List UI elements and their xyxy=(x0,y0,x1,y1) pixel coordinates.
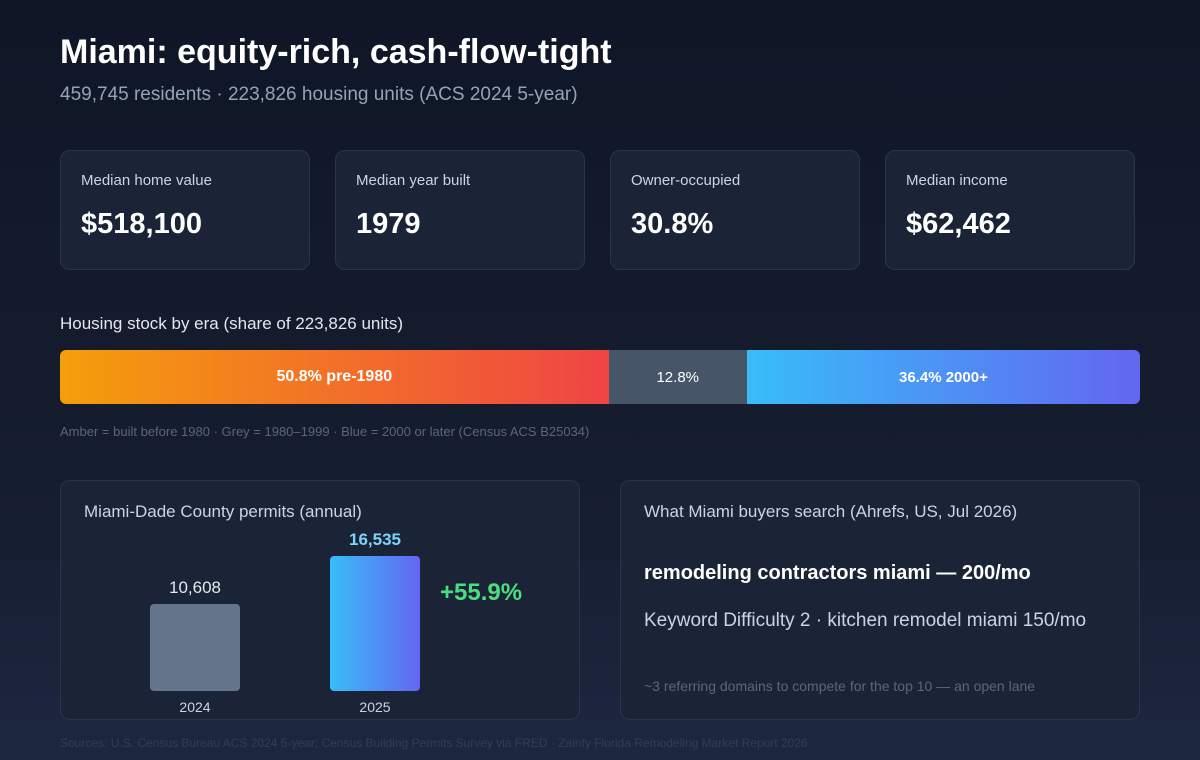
permit-bar xyxy=(150,604,240,691)
search-panel: What Miami buyers search (Ahrefs, US, Ju… xyxy=(620,480,1140,720)
era-note: Amber = built before 1980 · Grey = 1980–… xyxy=(60,424,590,439)
kpi-card: Median income $62,462 xyxy=(885,150,1135,270)
value-label: 16,535 xyxy=(349,530,401,549)
kpi-card: Median home value $518,100 xyxy=(60,150,310,270)
permits-panel: Miami-Dade County permits (annual) +55.9… xyxy=(60,480,580,720)
kpi-label: Median income xyxy=(906,172,1008,189)
kpi-label: Median home value xyxy=(81,172,212,189)
year-label: 2024 xyxy=(179,699,211,715)
search-headline: remodeling contractors miami — 200/mo xyxy=(644,562,1031,584)
era-segment: 36.4% 2000+ xyxy=(746,350,1140,404)
era-segment: 50.8% pre-1980 xyxy=(60,350,609,404)
search-note: ~3 referring domains to compete for the … xyxy=(644,678,1036,694)
title: Miami: equity-rich, cash-flow-tight xyxy=(60,33,612,71)
era-title: Housing stock by era (share of 223,826 u… xyxy=(60,314,404,333)
subtitle: 459,745 residents · 223,826 housing unit… xyxy=(60,84,578,105)
era-segment: 12.8% xyxy=(608,350,747,404)
kpi-label: Median year built xyxy=(356,172,471,189)
kpi-card: Owner-occupied 30.8% xyxy=(610,150,860,270)
permit-bar xyxy=(330,556,420,691)
era-bar: 50.8% pre-1980 12.8% 36.4% 2000+ xyxy=(60,350,1140,404)
kpi-value: $62,462 xyxy=(906,208,1011,240)
kpi-label: Owner-occupied xyxy=(631,172,741,189)
panel-title: What Miami buyers search (Ahrefs, US, Ju… xyxy=(644,502,1018,521)
kpi-value: 1979 xyxy=(356,208,421,240)
change-label: +55.9% xyxy=(440,579,523,606)
kpi-card: Median year built 1979 xyxy=(335,150,585,270)
year-label: 2025 xyxy=(359,699,391,715)
panel-title: Miami-Dade County permits (annual) xyxy=(84,502,362,521)
kpi-value: $518,100 xyxy=(81,208,202,240)
kpi-value: 30.8% xyxy=(631,208,714,240)
footer: Sources: U.S. Census Bureau ACS 2024 5-y… xyxy=(60,736,808,750)
search-detail: Keyword Difficulty 2 · kitchen remodel m… xyxy=(644,610,1087,631)
value-label: 10,608 xyxy=(169,578,221,598)
